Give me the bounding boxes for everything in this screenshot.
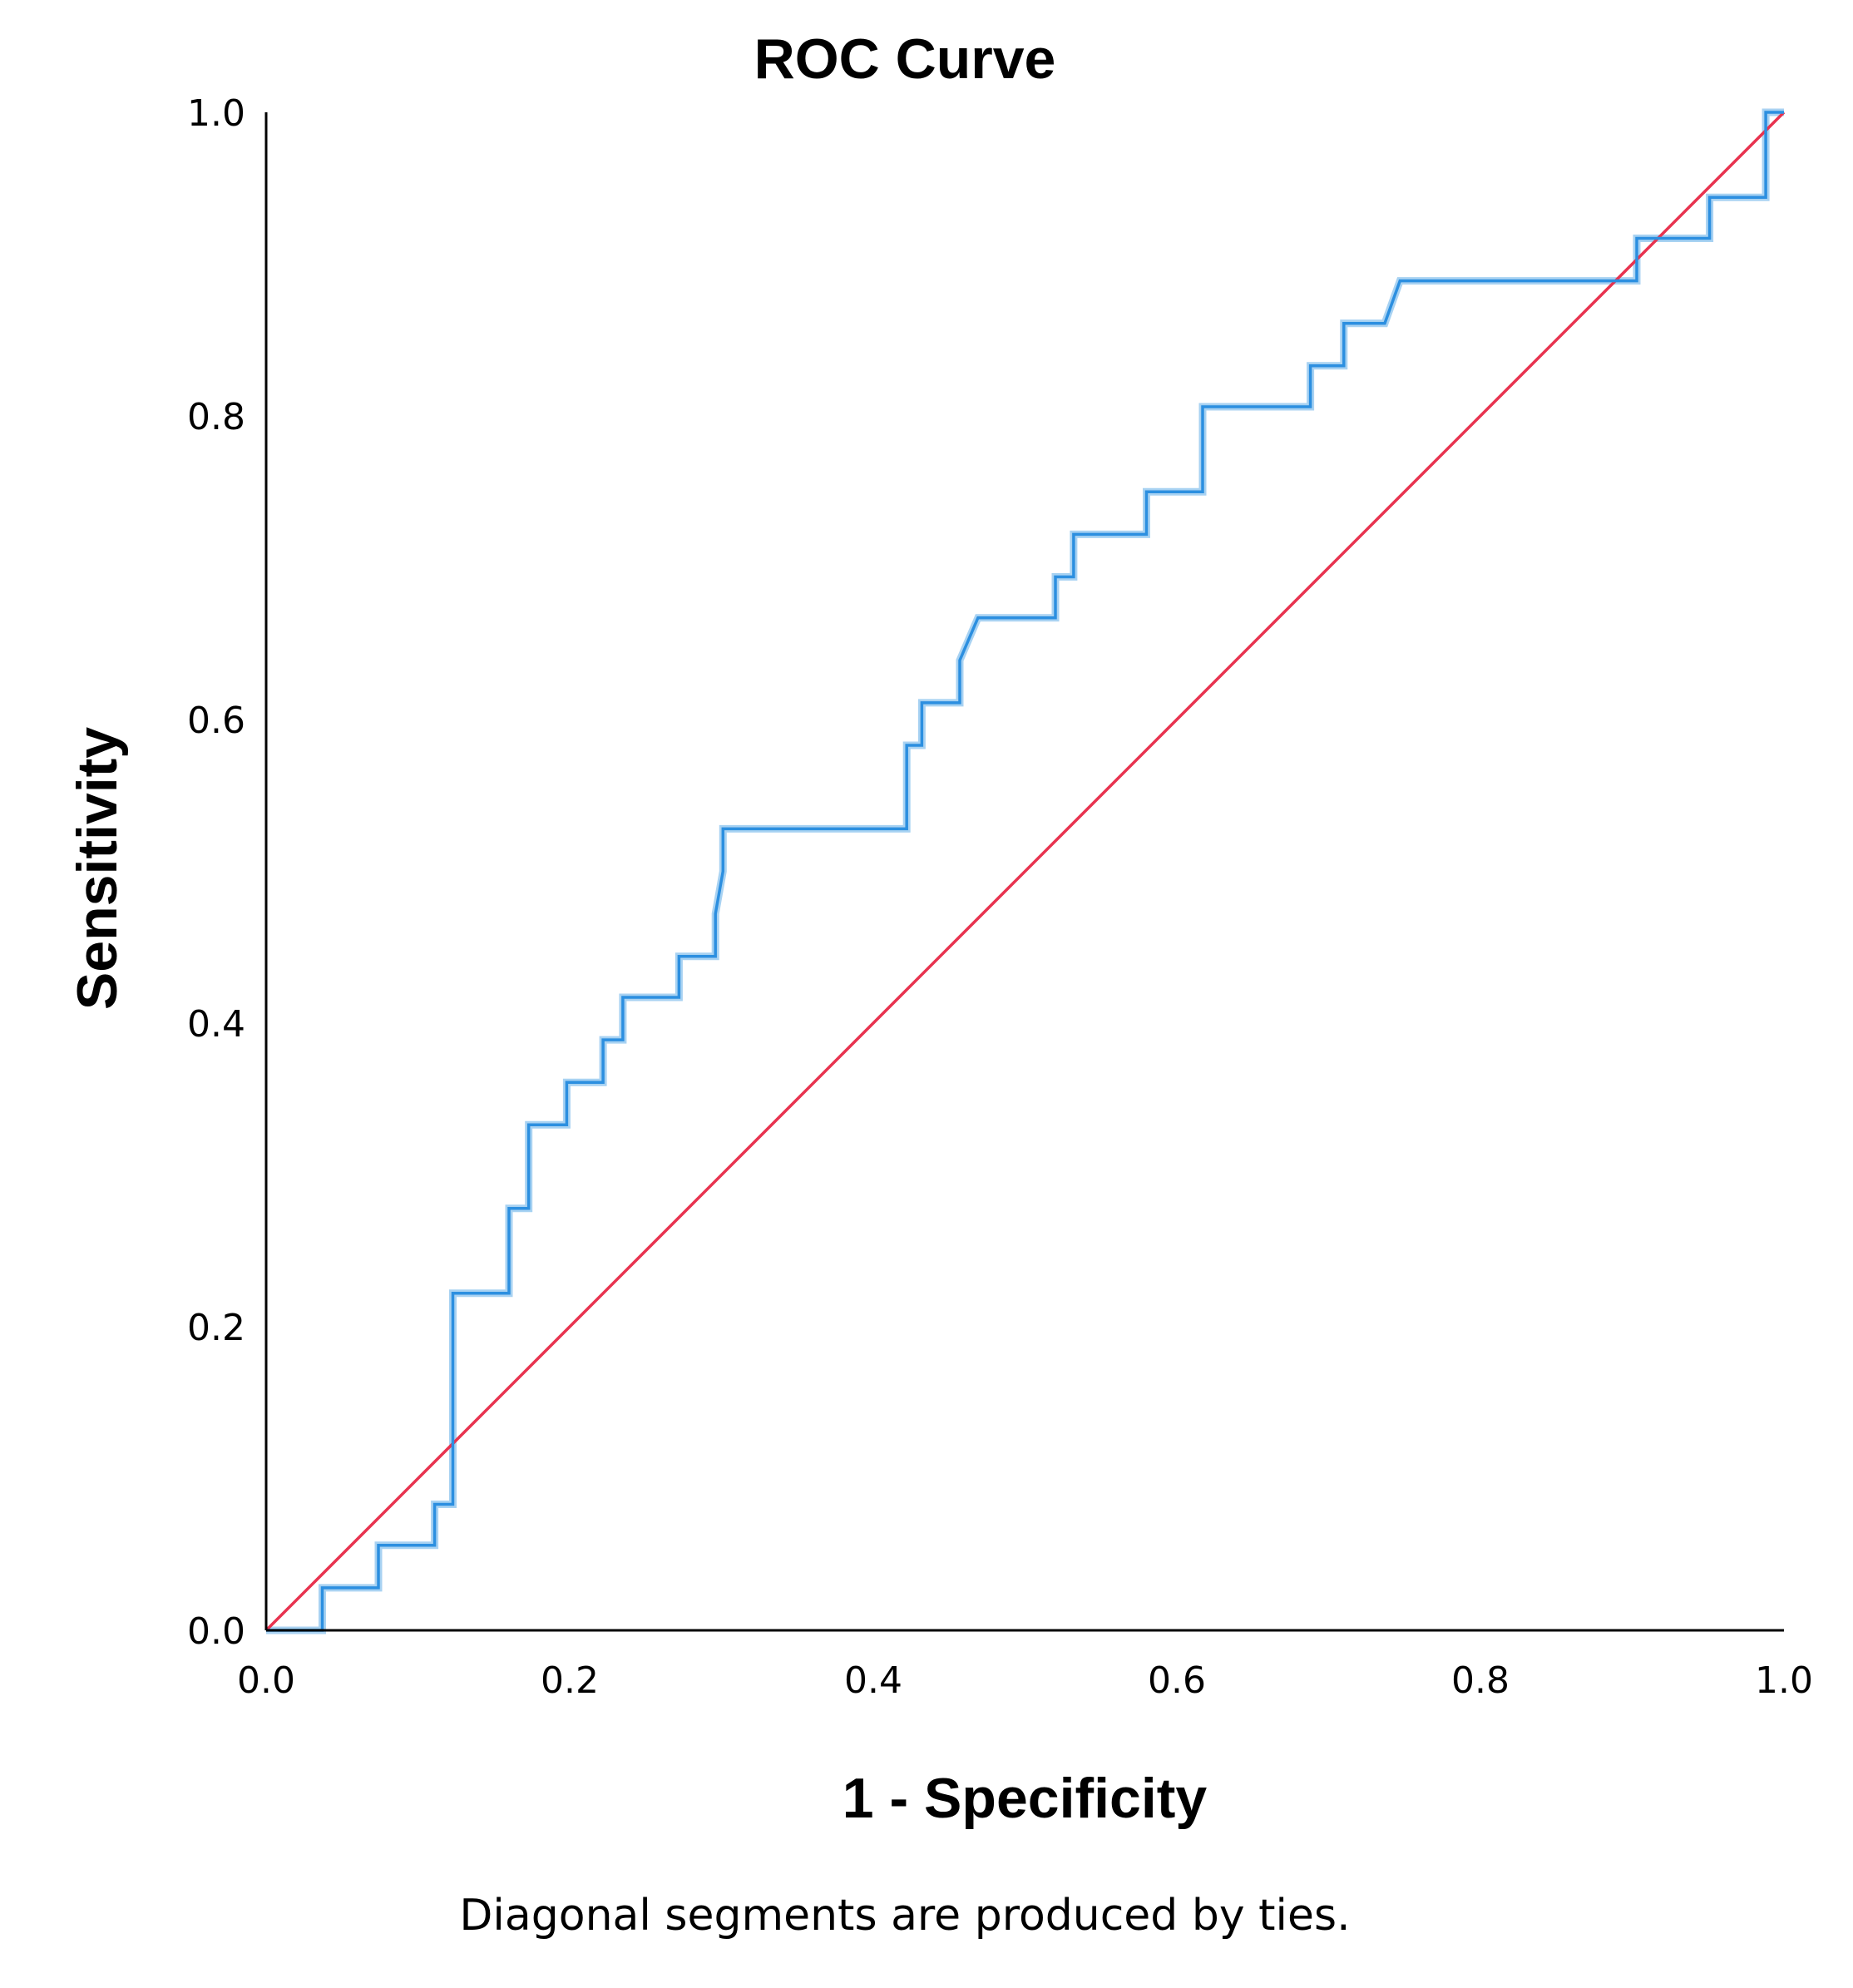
y-tick-label: 0.6	[187, 700, 245, 742]
y-tick-label: 0.2	[187, 1307, 245, 1349]
y-tick-label: 1.0	[187, 92, 245, 135]
axes	[264, 112, 1784, 1632]
y-axis-title: Sensitivity	[66, 727, 129, 1010]
y-tick-label: 0.0	[187, 1610, 245, 1653]
footnote: Diagonal segments are produced by ties.	[459, 1891, 1350, 1941]
x-tick-label: 0.4	[844, 1659, 902, 1702]
x-tick-label: 0.8	[1451, 1659, 1510, 1702]
series-layer	[264, 108, 1786, 1634]
chart-title: ROC Curve	[754, 27, 1056, 91]
roc-curve	[266, 111, 1784, 1632]
y-tick-label: 0.4	[187, 1003, 245, 1046]
x-tick-label: 0.6	[1148, 1659, 1206, 1702]
tick-labels: 0.0 0.2 0.4 0.6 0.8 1.0 0.0 0.2 0.4 0.6 0.8 1.0	[187, 92, 1813, 1702]
x-tick-label: 1.0	[1755, 1659, 1813, 1702]
x-tick-label: 0.2	[541, 1659, 599, 1702]
x-axis-title: 1 - Specificity	[842, 1767, 1208, 1830]
reference-line	[264, 111, 1786, 1632]
x-tick-label: 0.0	[237, 1659, 295, 1702]
y-tick-label: 0.8	[187, 396, 245, 438]
